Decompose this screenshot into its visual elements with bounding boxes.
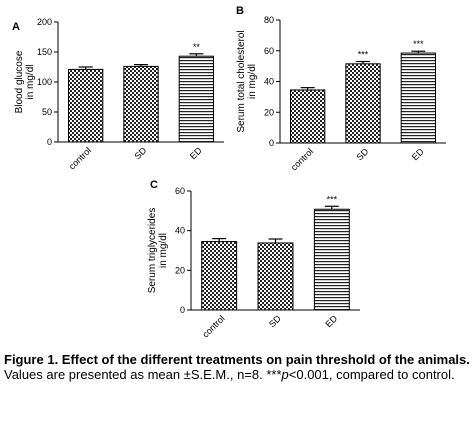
y-axis-label-line: in mg/dl	[247, 64, 258, 99]
caption-title: Figure 1. Effect of the different treatm…	[4, 352, 470, 367]
bar	[290, 89, 326, 144]
y-tick-label: 0	[269, 138, 274, 148]
bar	[257, 242, 294, 311]
bar	[313, 208, 350, 311]
x-tick-label: control	[289, 146, 315, 172]
y-tick-label: 150	[37, 47, 52, 57]
x-tick-label: SD	[267, 313, 283, 329]
y-axis-label: Blood glucosein mg/dl	[14, 50, 36, 113]
bar	[201, 241, 238, 311]
y-axis-label: Serum total cholesterolin mg/dl	[236, 30, 258, 132]
y-tick-label: 80	[264, 15, 274, 25]
y-tick-label: 200	[37, 17, 52, 27]
y-tick-label: 60	[264, 46, 274, 56]
bar	[68, 68, 104, 143]
panel-letter: B	[236, 5, 244, 17]
x-tick-label: SD	[354, 146, 370, 162]
y-tick-label: 50	[42, 107, 52, 117]
x-tick-label: ED	[323, 313, 339, 329]
x-tick-label: ED	[410, 146, 426, 162]
significance-label: **	[193, 42, 201, 52]
figure-caption: Figure 1. Effect of the different treatm…	[4, 352, 470, 382]
x-tick-label: control	[200, 313, 226, 339]
panel-a: A 0 50 100 150 200 Blood glucosein mg/dl contro…	[12, 17, 224, 172]
y-tick-label: 60	[175, 186, 185, 196]
y-axis-label-line: Blood glucose	[14, 50, 25, 113]
bar	[400, 52, 436, 144]
x-tick-label: SD	[132, 145, 148, 161]
bar	[123, 65, 159, 143]
y-tick-label: 100	[37, 77, 52, 87]
bar	[178, 55, 214, 143]
panel-c: C 0 20 40 60 Serum triglyceridesin mg/dl contr…	[147, 179, 360, 340]
y-tick-label: 40	[264, 77, 274, 87]
significance-label: ***	[358, 50, 369, 60]
y-tick-label: 40	[175, 226, 185, 236]
significance-label: ***	[413, 39, 424, 49]
significance-label: ***	[327, 194, 338, 204]
y-tick-label: 20	[264, 107, 274, 117]
panel-letter: A	[12, 21, 20, 33]
y-tick-label: 0	[180, 305, 185, 315]
y-axis-label: Serum triglyceridesin mg/dl	[147, 208, 169, 294]
y-axis-label-line: Serum triglycerides	[147, 208, 158, 294]
y-tick-label: 20	[175, 265, 185, 275]
caption-body: Values are presented as mean ±S.E.M., n=…	[4, 367, 455, 382]
x-tick-label: ED	[188, 145, 204, 161]
y-tick-label: 0	[47, 137, 52, 147]
y-axis-label-line: in mg/dl	[158, 233, 169, 268]
y-axis-label-line: Serum total cholesterol	[236, 30, 247, 132]
panel-b: B 0 20 40 60 80 Serum total cholesterolin mg/d…	[236, 5, 446, 173]
bar	[345, 63, 381, 144]
x-tick-label: control	[67, 145, 93, 171]
panel-letter: C	[150, 179, 158, 191]
y-axis-label-line: in mg/dl	[25, 64, 36, 99]
